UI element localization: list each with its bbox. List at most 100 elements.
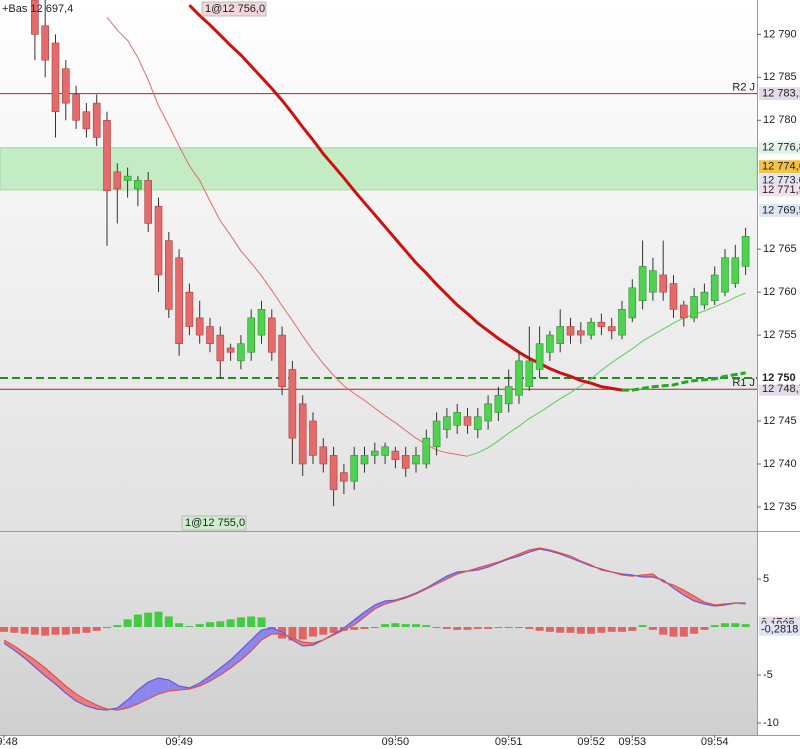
histogram-bar — [545, 627, 554, 632]
y-tick-label: 12 740 — [763, 458, 797, 470]
line-gap-fill — [683, 590, 695, 601]
y-tick-label: 12 785 — [763, 71, 797, 83]
y-tick-label: 12 790 — [763, 28, 797, 40]
candle-body — [432, 420, 441, 448]
histogram-bar — [154, 611, 163, 628]
price-label: 12 773,0 — [762, 174, 800, 186]
candle-body — [123, 175, 132, 181]
moving-average — [106, 16, 468, 457]
price-label: 12 748,7 — [762, 383, 800, 395]
candle-body — [103, 119, 111, 192]
x-tick-label: 09:53 — [619, 736, 647, 748]
main-panel — [0, 0, 757, 531]
histogram-bar — [206, 622, 214, 628]
candle-body — [607, 326, 616, 332]
candle-body — [165, 240, 173, 310]
y-tick-label: 12 755 — [763, 329, 797, 341]
y-tick-label: 12 760 — [763, 286, 797, 298]
candle-body — [700, 291, 709, 306]
histogram-bar — [442, 627, 451, 629]
candle-body — [61, 68, 70, 104]
candle-body — [659, 274, 668, 293]
x-tick-label: 09:48 — [0, 736, 18, 748]
candle-body — [453, 412, 462, 426]
candle-body — [679, 304, 688, 319]
candle-body — [515, 360, 523, 396]
price-label: 12 776,8 — [762, 142, 800, 154]
histogram-bar — [41, 627, 50, 636]
price-label-box — [759, 183, 800, 197]
histogram-bar — [350, 627, 359, 630]
histogram-bar — [401, 624, 410, 628]
candle-body — [422, 437, 431, 465]
histogram-bar — [72, 627, 81, 634]
histogram-bar — [10, 627, 19, 633]
candle-body — [82, 111, 91, 130]
histogram-bar — [597, 627, 606, 633]
y-tick-label: -10 — [763, 717, 779, 729]
histogram-bar — [535, 627, 544, 631]
oscillator-line — [3, 547, 746, 711]
candle-body — [267, 317, 276, 353]
line-gap-fill — [127, 690, 138, 708]
price-label-box — [759, 204, 800, 218]
line-gap-fill — [199, 676, 210, 686]
histogram-bar — [370, 627, 379, 628]
order-box — [181, 515, 247, 531]
y-tick-label: 5 — [763, 573, 769, 585]
x-tick-label: 09:50 — [382, 736, 410, 748]
histogram-bar — [494, 627, 503, 628]
histogram-bar — [721, 623, 729, 628]
histogram-bar — [648, 627, 657, 630]
candle-body — [546, 334, 554, 353]
histogram-bar — [556, 627, 565, 633]
candle-body — [360, 455, 369, 465]
candle-body — [587, 321, 595, 336]
line-gap-fill — [65, 686, 77, 701]
oscillator-plot — [0, 547, 750, 711]
histogram-bar — [164, 616, 173, 628]
candle-body — [473, 416, 482, 430]
candle-body — [185, 291, 194, 327]
histogram-bar — [216, 621, 225, 628]
line-gap-fill — [14, 646, 25, 658]
line-gap-fill — [220, 660, 231, 675]
histogram-bar — [0, 627, 8, 632]
histogram-bar — [659, 627, 668, 635]
price-label: 12 783,1 — [762, 88, 800, 100]
candle-body — [618, 309, 626, 336]
line-gap-fill — [374, 601, 386, 609]
candle-body — [134, 180, 142, 190]
histogram-bar — [525, 627, 534, 629]
histogram-bar — [628, 627, 637, 631]
histogram-bar — [51, 627, 60, 635]
moving-average — [622, 371, 746, 392]
candle-body — [556, 326, 565, 344]
candle-body — [721, 257, 729, 293]
histogram-bar — [432, 627, 441, 628]
x-tick-label: 09:51 — [495, 736, 523, 748]
price-plot: R2 J R1 J +Bas 12 697,4 1@12 756,0 1@12 755,… — [0, 0, 757, 531]
price-axis — [757, 0, 800, 735]
candle-body — [247, 317, 255, 353]
candle-body — [72, 94, 80, 121]
histogram-bar — [587, 627, 596, 634]
readout-label: -0,2818 — [761, 624, 798, 636]
annotation: +Bas 12 697,4 — [2, 3, 73, 15]
candle-body — [288, 369, 297, 439]
candle-body — [206, 326, 214, 344]
price-label-box — [759, 160, 800, 174]
y-tick-label: 12 745 — [763, 415, 797, 427]
price-label-box — [759, 87, 800, 101]
readout-box — [759, 623, 800, 636]
line-gap-fill — [168, 680, 180, 691]
histogram-bar — [309, 627, 317, 637]
candle-body — [51, 42, 60, 112]
candle-body — [92, 102, 101, 138]
histogram-bar — [329, 627, 338, 633]
line-gap-fill — [230, 650, 241, 668]
price-label: 12 750 — [762, 372, 796, 384]
histogram-bar — [61, 627, 70, 635]
histogram-bar — [92, 627, 101, 631]
